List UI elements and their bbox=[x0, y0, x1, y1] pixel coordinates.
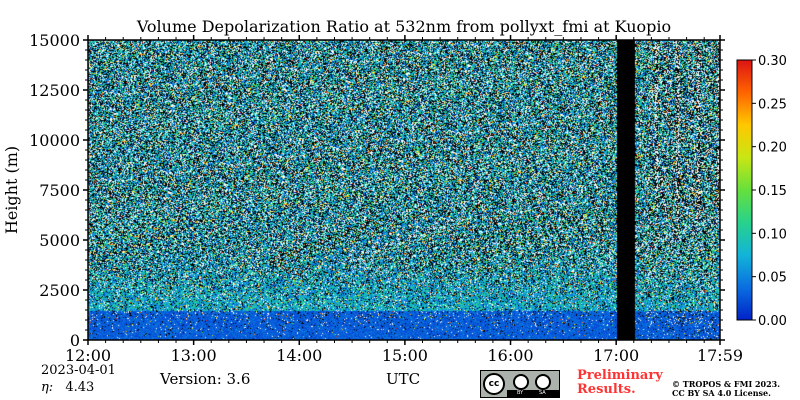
x-tick-label: 16:00 bbox=[487, 346, 533, 365]
colorbar: 0.00 0.05 0.10 0.15 0.20 0.25 0.30 bbox=[736, 54, 787, 329]
share-alike-icon bbox=[535, 374, 551, 390]
x-tick-label: 12:00 bbox=[65, 346, 111, 365]
colorbar-tick-label: 0.15 bbox=[758, 184, 787, 199]
copyright-line-2: CC BY SA 4.0 License. bbox=[672, 388, 771, 398]
y-tick-label: 2500 bbox=[39, 281, 80, 300]
copyright-line-1: © TROPOS & FMI 2023. bbox=[672, 379, 781, 389]
x-tick-label: 15:00 bbox=[382, 346, 428, 365]
colorbar-tick-label: 0.05 bbox=[758, 271, 787, 286]
x-tick-label: 14:00 bbox=[276, 346, 322, 365]
colorbar-gradient bbox=[736, 59, 753, 321]
cc-sa-label: SA bbox=[539, 390, 546, 396]
heatmap-field bbox=[88, 40, 720, 340]
cc-badge-bar: BY SA bbox=[507, 390, 559, 397]
eta-value: 4.43 bbox=[65, 380, 95, 395]
y-axis: 0 2500 5000 7500 10000 12500 15000 bbox=[29, 31, 725, 350]
cc-license-badge: cc BY SA bbox=[480, 370, 560, 398]
eta-readout: η: 4.43 bbox=[41, 380, 94, 395]
cc-by-label: BY bbox=[517, 390, 524, 396]
x-tick-label: 17:00 bbox=[593, 346, 639, 365]
x-axis-label: UTC bbox=[386, 370, 421, 388]
x-tick-label: 13:00 bbox=[171, 346, 217, 365]
y-axis-label: Height (m) bbox=[2, 146, 21, 234]
eta-label: η: bbox=[41, 380, 54, 395]
y-tick-label: 7500 bbox=[39, 181, 80, 200]
y-tick-label: 12500 bbox=[29, 81, 80, 100]
y-tick-label: 15000 bbox=[29, 31, 80, 50]
preliminary-results-note: Preliminary Results. bbox=[577, 368, 663, 397]
heatmap-raster bbox=[88, 40, 720, 340]
attribution-icon bbox=[513, 374, 529, 390]
x-axis: 12:00 13:00 14:00 15:00 16:00 17:00 17:59 bbox=[65, 35, 743, 365]
colorbar-tick-label: 0.00 bbox=[758, 314, 787, 329]
cc-icon: cc bbox=[483, 373, 505, 395]
x-tick-label: 17:59 bbox=[697, 346, 743, 365]
colorbar-tick-label: 0.25 bbox=[758, 97, 787, 112]
copyright-notice: © TROPOS & FMI 2023. CC BY SA 4.0 Licens… bbox=[672, 380, 800, 398]
y-tick-label: 0 bbox=[70, 331, 80, 350]
y-tick-label: 10000 bbox=[29, 131, 80, 150]
y-tick-label: 5000 bbox=[39, 231, 80, 250]
version-label: Version: 3.6 bbox=[160, 370, 251, 388]
date-label: 2023-04-01 bbox=[41, 363, 116, 378]
colorbar-tick-label: 0.10 bbox=[758, 227, 787, 242]
colorbar-tick-label: 0.20 bbox=[758, 141, 787, 156]
colorbar-tick-label: 0.30 bbox=[758, 54, 787, 69]
chart-title: Volume Depolarization Ratio at 532nm fro… bbox=[136, 17, 672, 36]
